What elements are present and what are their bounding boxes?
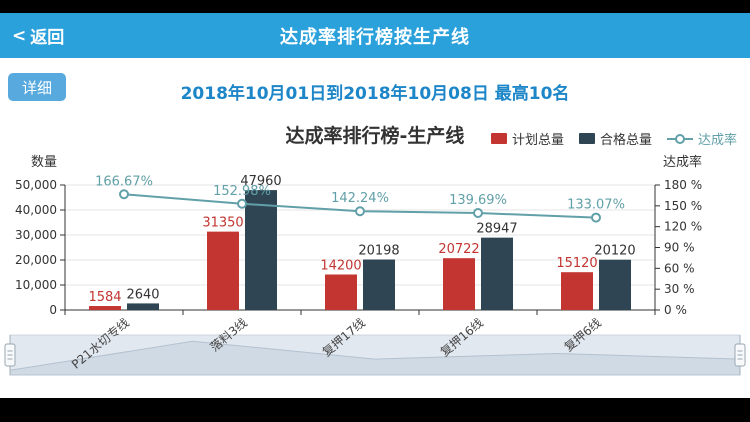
rate-point-1[interactable] [237,198,247,209]
bar-pass-1[interactable] [245,190,277,310]
back-button[interactable]: < 返回 [12,13,64,58]
bar-plan-0[interactable] [89,306,121,310]
rate-point-label: 166.67% [95,174,153,189]
bar-pass-value-label: 20198 [358,244,399,259]
chart-title: 达成率排行榜-生产线 [285,125,465,147]
bar-pass-0[interactable] [127,303,159,310]
bar-pass-4[interactable] [599,259,631,310]
back-chevron-icon: < [12,25,27,46]
bar-pass-2[interactable] [363,259,395,310]
legend-label-pass-total: 合格总量 [599,133,652,148]
right-axis-tick-label: 0 % [664,303,687,317]
bar-plan-value-label: 1584 [88,290,121,305]
datazoom-selected-range[interactable] [10,335,740,375]
bar-plan-4[interactable] [561,272,593,310]
bar-plan-3[interactable] [443,258,475,310]
bar-pass-value-label: 2640 [126,287,159,302]
right-axis-tick-label: 150 % [664,199,702,213]
bar-pass-3[interactable] [481,237,513,310]
left-axis-tick-label: 30,000 [15,228,57,242]
rate-point-2[interactable] [355,206,365,217]
bar-plan-2[interactable] [325,274,357,311]
legend-item-rate[interactable]: 达成率 [666,129,737,148]
back-label: 返回 [30,28,65,48]
rate-point-4[interactable] [591,212,601,223]
rate-point-label: 139.69% [449,193,507,208]
left-axis-tick-label: 20,000 [15,253,57,267]
right-axis-title: 达成率 [663,154,702,170]
bar-plan-value-label: 31350 [202,216,243,231]
page-title: 达成率排行榜按生产线 [280,26,470,48]
status-bar [0,0,750,13]
chart-legend: 计划总量 合格总量 达成率 [490,129,737,148]
right-axis-tick-label: 120 % [664,220,702,234]
left-axis-tick-label: 50,000 [15,178,57,192]
left-axis-tick-label: 10,000 [15,278,57,292]
date-range-subtitle: 2018年10月01日到2018年10月08日 最高10名 [180,84,570,104]
right-axis-tick-label: 90 % [664,241,695,255]
bar-pass-value-label: 20120 [594,244,635,259]
chart-canvas: 数量 达成率 0 10,000 20,000 30,000 40,000 50,000 0 … [4,154,746,376]
right-axis-tick-label: 60 % [664,261,695,275]
rate-point-0[interactable] [119,189,129,200]
bar-plan-value-label: 15120 [556,256,597,271]
bar-pass-value-label: 28947 [476,222,517,237]
rate-line-dot [674,133,685,144]
rate-point-label: 152.98% [213,184,271,199]
plan-total-swatch-icon [490,133,507,144]
right-axis-tick-label: 180 % [664,178,702,192]
bar-plan-value-label: 20722 [438,242,479,257]
bar-plan-1[interactable] [207,231,239,310]
nav-bar: < 返回 达成率排行榜按生产线 [0,13,750,58]
legend-label-rate: 达成率 [697,133,737,148]
right-axis-tick-label: 30 % [664,282,695,296]
rate-point-3[interactable] [473,207,483,218]
bar-plan-value-label: 14200 [320,259,361,274]
left-axis-tick-label: 40,000 [15,203,57,217]
bottom-bar [0,398,750,422]
pass-total-swatch-icon [578,133,595,144]
bar-pass-value-label: 47960 [240,174,281,189]
left-axis-title: 数量 [31,155,57,170]
left-axis-tick-label: 0 [49,303,57,317]
rate-line-marker-icon [666,133,693,145]
rate-point-label: 142.24% [331,191,389,206]
rate-point-label: 133.07% [567,198,625,213]
legend-item-pass-total[interactable]: 合格总量 [578,129,652,148]
legend-item-plan-total[interactable]: 计划总量 [490,129,564,148]
detail-button[interactable]: 详细 [8,73,66,101]
legend-label-plan-total: 计划总量 [511,133,564,148]
